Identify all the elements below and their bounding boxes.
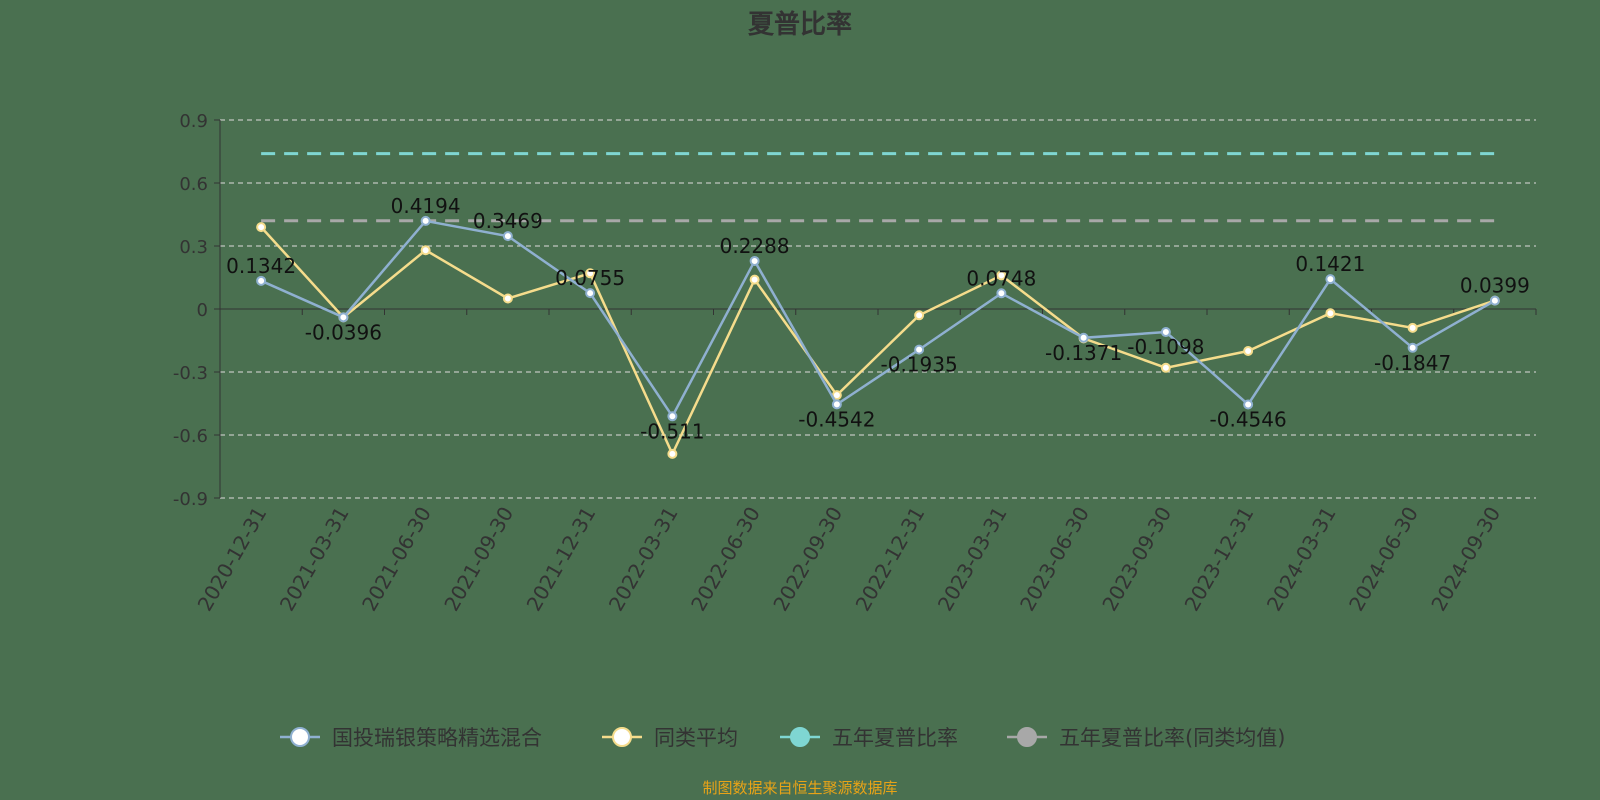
legend[interactable]: 国投瑞银策略精选混合 同类平均 五年夏普比率 五年夏普比率(同类均值) bbox=[280, 726, 1285, 750]
grid-lines bbox=[220, 119, 1536, 499]
data-point bbox=[420, 245, 431, 256]
data-label: -0.0396 bbox=[305, 320, 382, 344]
source-note: 制图数据来自恒生聚源数据库 bbox=[702, 779, 897, 797]
y-tick-label: 0 bbox=[197, 300, 208, 321]
data-point bbox=[914, 344, 925, 355]
x-tick-label: 2022-12-31 bbox=[851, 503, 930, 616]
y-tick-label: -0.3 bbox=[173, 363, 208, 384]
x-tick-label: 2022-06-30 bbox=[686, 503, 765, 616]
x-axis: 2020-12-31 2021-03-31 2021-06-30 2021-09-30… bbox=[193, 308, 1537, 616]
x-tick-label: 2021-03-31 bbox=[275, 503, 354, 616]
data-point bbox=[1243, 399, 1254, 410]
x-tick-label: 2024-06-30 bbox=[1344, 503, 1423, 616]
y-tick-label: -0.9 bbox=[173, 489, 208, 510]
data-point bbox=[996, 288, 1007, 299]
data-point bbox=[502, 231, 513, 242]
legend-marker bbox=[1017, 727, 1037, 747]
legend-marker bbox=[290, 727, 310, 747]
data-point bbox=[667, 411, 678, 422]
data-point bbox=[749, 255, 760, 266]
series-line bbox=[260, 226, 1496, 457]
y-tick-label: 0.6 bbox=[179, 174, 208, 195]
data-label: -0.1847 bbox=[1374, 351, 1451, 375]
data-label: 0.0755 bbox=[555, 266, 625, 290]
data-point bbox=[420, 215, 431, 226]
x-tick-label: 2024-03-31 bbox=[1262, 503, 1341, 616]
data-point bbox=[1489, 295, 1500, 306]
legend-label: 国投瑞银策略精选混合 bbox=[332, 726, 542, 750]
series-line bbox=[260, 219, 1496, 419]
y-tick-label: 0.3 bbox=[179, 237, 208, 258]
legend-marker bbox=[612, 727, 632, 747]
x-tick-label: 2021-09-30 bbox=[439, 503, 518, 616]
x-tick-label: 2020-12-31 bbox=[193, 503, 272, 616]
data-point bbox=[256, 275, 267, 286]
data-point bbox=[1407, 322, 1418, 333]
data-label: 0.1342 bbox=[226, 254, 296, 278]
y-tick-label: 0.9 bbox=[179, 111, 208, 132]
chart-title: 夏普比率 bbox=[748, 9, 852, 40]
legend-item[interactable]: 同类平均 bbox=[602, 726, 738, 750]
data-point bbox=[585, 288, 596, 299]
data-point bbox=[1243, 346, 1254, 356]
series-lines bbox=[256, 215, 1500, 459]
legend-item[interactable]: 五年夏普比率(同类均值) bbox=[1007, 726, 1285, 750]
data-label: -0.1371 bbox=[1045, 341, 1122, 365]
legend-item[interactable]: 五年夏普比率 bbox=[780, 726, 958, 750]
data-labels: 0.1342 -0.0396 0.4194 0.3469 0.0755 -0.511 0.2… bbox=[226, 194, 1530, 443]
y-axis: 0.9 0.6 0.3 0 -0.3 -0.6 -0.9 bbox=[173, 111, 221, 510]
data-label: -0.4542 bbox=[798, 407, 875, 431]
data-point bbox=[502, 293, 513, 304]
data-point bbox=[667, 448, 678, 459]
data-label: -0.4546 bbox=[1210, 407, 1287, 431]
x-tick-label: 2024-09-30 bbox=[1426, 503, 1505, 616]
x-tick-label: 2021-12-31 bbox=[522, 503, 601, 616]
data-point bbox=[996, 270, 1007, 281]
data-point bbox=[1407, 342, 1418, 353]
x-tick-label: 2021-06-30 bbox=[357, 503, 436, 616]
x-tick-label: 2022-09-30 bbox=[768, 503, 847, 616]
data-point bbox=[914, 310, 925, 321]
y-tick-label: -0.6 bbox=[173, 426, 208, 447]
x-tick-label: 2023-06-30 bbox=[1015, 503, 1094, 616]
legend-label: 五年夏普比率(同类均值) bbox=[1059, 726, 1285, 750]
legend-marker bbox=[790, 727, 810, 747]
legend-item[interactable]: 国投瑞银策略精选混合 bbox=[280, 726, 542, 750]
x-tick-label: 2023-12-31 bbox=[1180, 503, 1259, 616]
data-point bbox=[256, 222, 267, 233]
data-point bbox=[749, 274, 760, 285]
data-label: 0.1421 bbox=[1295, 252, 1365, 276]
data-point bbox=[1160, 327, 1171, 338]
legend-label: 同类平均 bbox=[654, 726, 738, 750]
data-point bbox=[831, 399, 842, 410]
data-label: -0.1098 bbox=[1127, 335, 1204, 359]
data-label: 0.0748 bbox=[966, 266, 1036, 290]
data-label: 0.4194 bbox=[391, 194, 461, 218]
legend-label: 五年夏普比率 bbox=[832, 726, 958, 750]
x-tick-label: 2022-03-31 bbox=[604, 503, 683, 616]
data-label: 0.0399 bbox=[1460, 274, 1530, 298]
data-label: -0.1935 bbox=[881, 353, 958, 377]
data-label: 0.2288 bbox=[720, 234, 790, 258]
x-tick-label: 2023-09-30 bbox=[1097, 503, 1176, 616]
data-point bbox=[585, 268, 596, 279]
x-tick-label: 2023-03-31 bbox=[933, 503, 1012, 616]
data-point bbox=[1325, 308, 1336, 319]
data-point bbox=[1325, 274, 1336, 285]
data-label: -0.511 bbox=[640, 419, 704, 443]
data-label: 0.3469 bbox=[473, 209, 543, 233]
data-point bbox=[1078, 332, 1089, 343]
data-point bbox=[1160, 362, 1171, 373]
data-point bbox=[338, 312, 349, 323]
